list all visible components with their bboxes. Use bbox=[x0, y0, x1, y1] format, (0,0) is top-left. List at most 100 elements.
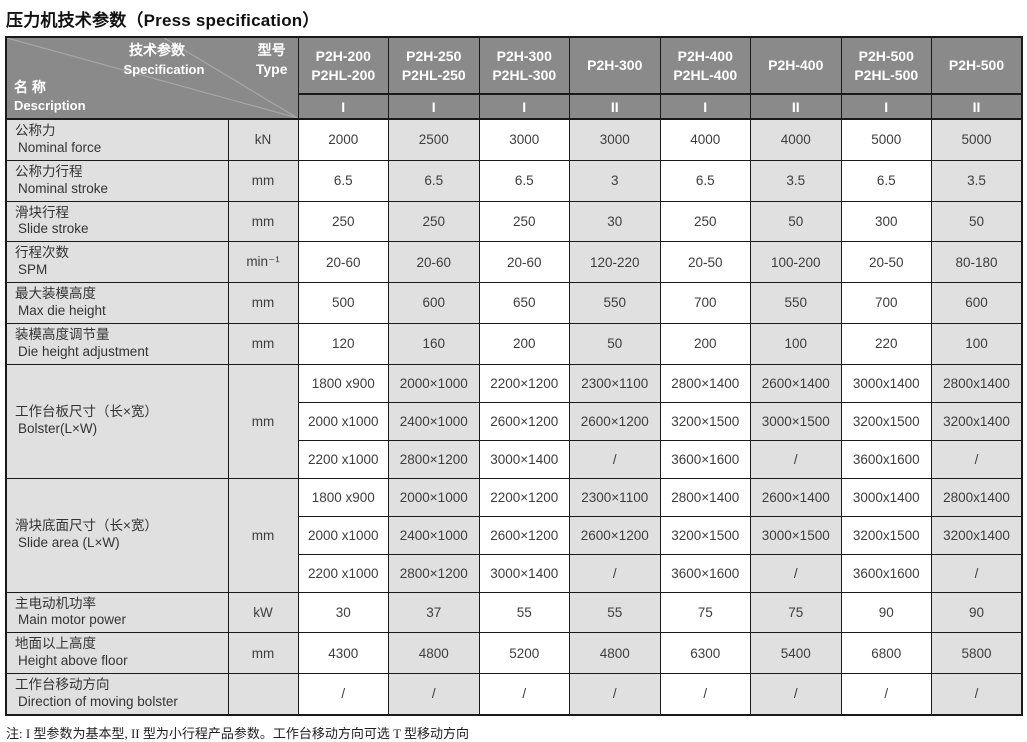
variant-cell: I bbox=[388, 93, 480, 120]
column-header-model: P2H-400 bbox=[750, 36, 842, 95]
value-cell: 20-60 bbox=[388, 241, 480, 283]
row-label: 公称力 Nominal force bbox=[5, 118, 229, 161]
value-cell: 5000 bbox=[840, 118, 932, 161]
value-cell: 55 bbox=[569, 591, 661, 634]
value-cell: / bbox=[569, 553, 661, 593]
row-label: 滑块行程 Slide stroke bbox=[5, 200, 229, 243]
value-cell: 700 bbox=[840, 282, 932, 324]
value-cell: 250 bbox=[388, 200, 480, 243]
spec-row-slide-area: 滑块底面尺寸（长×宽） Slide area (L×W) mm 1800 x900… bbox=[5, 477, 1023, 593]
variant-cell: II bbox=[750, 93, 842, 120]
corner-spec-label: 技术参数 Specification bbox=[77, 41, 237, 79]
value-cell: 3000×1400 bbox=[478, 439, 570, 479]
value-cell: 3000 bbox=[569, 118, 661, 161]
value-cell: 2600×1200 bbox=[478, 401, 570, 441]
value-cell: 3200x1500 bbox=[840, 401, 932, 441]
column-header-model: P2H-200 P2HL-200 bbox=[297, 36, 389, 95]
variant-cell: II bbox=[569, 93, 661, 120]
press-spec-table: 技术参数 Specification 型号 Type 名 称 Descripti… bbox=[5, 36, 1023, 716]
corner-spec-cn: 技术参数 bbox=[129, 42, 185, 58]
value-cell: / bbox=[569, 439, 661, 479]
value-cell: 3000x1400 bbox=[840, 363, 932, 403]
value-cell: 4000 bbox=[659, 118, 751, 161]
row-label: 地面以上高度 Height above floor bbox=[5, 632, 229, 674]
value-cell: 2200×1200 bbox=[478, 363, 570, 403]
value-cell: 1800 x900 bbox=[297, 363, 389, 403]
value-cell: 300 bbox=[840, 200, 932, 243]
column-header-model: P2H-250 P2HL-250 bbox=[388, 36, 480, 95]
value-cell: 3.5 bbox=[931, 159, 1023, 202]
value-cell: 100-200 bbox=[750, 241, 842, 283]
corner-type-label: 型号 Type bbox=[256, 41, 288, 79]
value-cell: 3000×1500 bbox=[750, 401, 842, 441]
corner-type-cn: 型号 bbox=[257, 42, 286, 58]
value-cell: 3600x1600 bbox=[840, 553, 932, 593]
value-cell: 2600×1400 bbox=[750, 477, 842, 517]
row-label: 行程次数 SPM bbox=[5, 241, 229, 283]
value-cell: 200 bbox=[478, 322, 570, 365]
variant-cell: I bbox=[840, 93, 932, 120]
value-cell: 5800 bbox=[931, 632, 1023, 674]
value-cell: 20-50 bbox=[659, 241, 751, 283]
value-cell: 500 bbox=[297, 282, 389, 324]
value-cell: 3200x1500 bbox=[840, 515, 932, 555]
value-cell: 3200x1400 bbox=[931, 515, 1023, 555]
value-cell: 50 bbox=[750, 200, 842, 243]
corner-name-en: Description bbox=[14, 98, 86, 114]
diagonal-divider-lines bbox=[7, 38, 298, 118]
spec-row-slide-area: 2200 x1000 2800×1200 3000×1400 / 3600×16… bbox=[6, 553, 1023, 593]
value-cell: 30 bbox=[569, 200, 661, 243]
value-cell: 550 bbox=[569, 282, 661, 324]
spec-row-max-die-height: 最大装模高度 Max die height mm 500 600 650 550 … bbox=[5, 282, 1023, 324]
value-cell: 2000×1000 bbox=[388, 363, 480, 403]
value-cell: / bbox=[478, 672, 570, 716]
value-cell: 90 bbox=[931, 591, 1023, 634]
value-cell: 20-60 bbox=[297, 241, 389, 283]
value-cell: 100 bbox=[750, 322, 842, 365]
value-cell: 6.5 bbox=[297, 159, 389, 202]
column-header-model: P2H-500 P2HL-500 bbox=[840, 36, 932, 95]
value-cell: 250 bbox=[297, 200, 389, 243]
value-cell: 50 bbox=[931, 200, 1023, 243]
value-cell: 2800×1200 bbox=[388, 553, 480, 593]
row-label: 工作台移动方向 Direction of moving bolster bbox=[5, 672, 229, 716]
value-cell: 2000 x1000 bbox=[297, 515, 389, 555]
row-label: 滑块底面尺寸（长×宽） Slide area (L×W) bbox=[5, 477, 229, 593]
value-cell: 2600×1200 bbox=[478, 515, 570, 555]
unit-cell: mm bbox=[227, 322, 299, 365]
unit-cell bbox=[227, 672, 299, 716]
value-cell: 5200 bbox=[478, 632, 570, 674]
corner-name-cn: 名 称 bbox=[14, 78, 46, 95]
row-label: 公称力行程 Nominal stroke bbox=[5, 159, 229, 202]
value-cell: 3200x1400 bbox=[931, 401, 1023, 441]
value-cell: 3200×1500 bbox=[659, 515, 751, 555]
value-cell: 90 bbox=[840, 591, 932, 634]
variant-cell: I bbox=[297, 93, 389, 120]
value-cell: / bbox=[931, 672, 1023, 716]
value-cell: 2200 x1000 bbox=[297, 553, 389, 593]
value-cell: 3 bbox=[569, 159, 661, 202]
value-cell: / bbox=[297, 672, 389, 716]
value-cell: 2800x1400 bbox=[931, 477, 1023, 517]
value-cell: 3000x1400 bbox=[840, 477, 932, 517]
row-label: 主电动机功率 Main motor power bbox=[5, 591, 229, 634]
unit-cell: mm bbox=[227, 477, 299, 593]
value-cell: / bbox=[750, 672, 842, 716]
value-cell: 2600×1200 bbox=[569, 515, 661, 555]
row-label: 工作台板尺寸（长×宽） Bolster(L×W) bbox=[5, 363, 229, 479]
value-cell: 6300 bbox=[659, 632, 751, 674]
unit-cell: kW bbox=[227, 591, 299, 634]
value-cell: 4300 bbox=[297, 632, 389, 674]
value-cell: 3200×1500 bbox=[659, 401, 751, 441]
value-cell: 80-180 bbox=[931, 241, 1023, 283]
column-header-model: P2H-500 bbox=[931, 36, 1023, 95]
value-cell: 3600×1600 bbox=[659, 439, 751, 479]
variant-cell: II bbox=[931, 93, 1023, 120]
value-cell: 100 bbox=[931, 322, 1023, 365]
value-cell: 4800 bbox=[388, 632, 480, 674]
value-cell: 700 bbox=[659, 282, 751, 324]
value-cell: 2000×1000 bbox=[388, 477, 480, 517]
value-cell: 2600×1400 bbox=[750, 363, 842, 403]
corner-name-label: 名 称 Description bbox=[14, 78, 86, 115]
value-cell: / bbox=[750, 553, 842, 593]
